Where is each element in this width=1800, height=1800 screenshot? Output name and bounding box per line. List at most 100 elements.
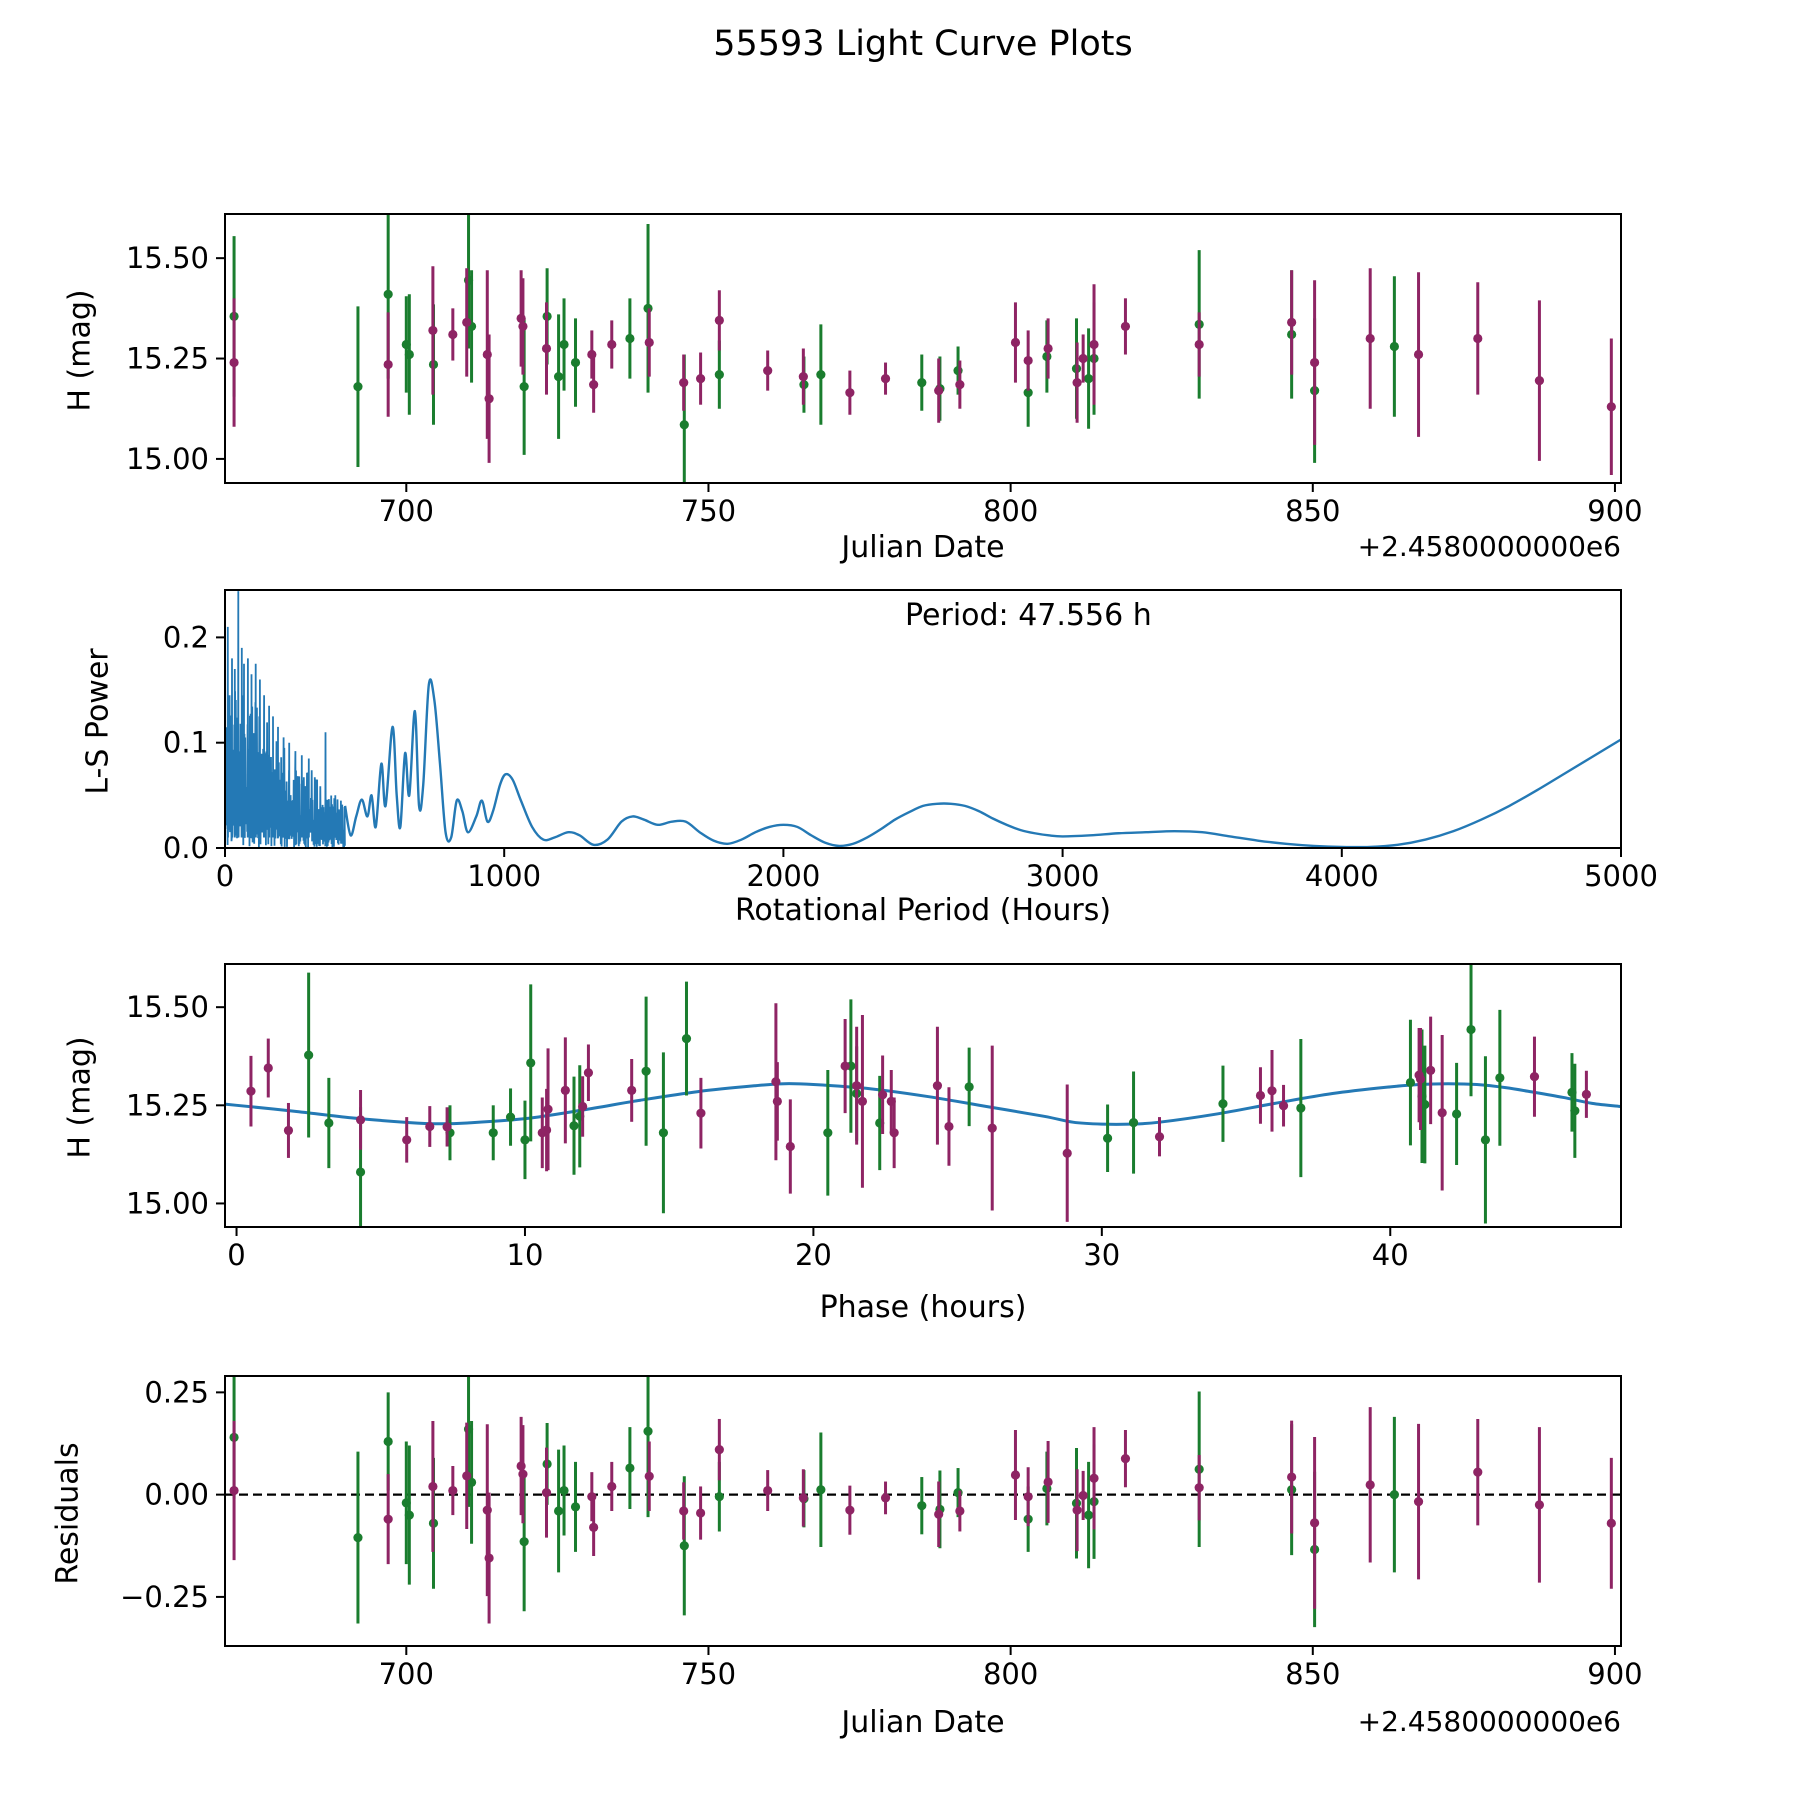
data-point — [917, 1501, 927, 1511]
data-point — [1529, 1072, 1540, 1082]
data-point — [696, 1508, 706, 1518]
data-point — [823, 1128, 833, 1138]
data-point — [1287, 317, 1297, 328]
data-point — [607, 1481, 617, 1492]
data-point — [448, 329, 458, 340]
panel-jd-marks — [229, 214, 1616, 483]
jd-x-axis-offset: +2.4580000000e6 — [1357, 530, 1621, 563]
data-point — [679, 378, 689, 388]
data-point — [934, 1509, 944, 1519]
series-green — [304, 964, 1580, 1227]
data-point — [518, 1469, 528, 1479]
data-point — [1102, 1133, 1113, 1143]
data-point — [488, 1128, 498, 1138]
data-point — [462, 1471, 472, 1481]
data-point — [383, 359, 393, 370]
data-point — [559, 1485, 569, 1496]
data-point — [560, 1085, 570, 1095]
data-point — [955, 380, 965, 390]
data-point — [1089, 1473, 1099, 1483]
data-point — [1296, 1103, 1306, 1113]
data-point — [1473, 1467, 1483, 1477]
period-annotation: Period: 47.556 h — [905, 598, 1152, 633]
data-point — [1495, 1073, 1505, 1083]
data-point — [1365, 333, 1375, 344]
data-point — [816, 369, 826, 380]
x-tick-label: 750 — [681, 1657, 736, 1691]
data-point — [852, 1081, 862, 1091]
data-point — [1072, 378, 1082, 388]
data-point — [1466, 1024, 1476, 1035]
panel-resid-marks — [225, 1376, 1621, 1628]
data-point — [569, 1121, 579, 1131]
data-point — [570, 1502, 581, 1512]
data-point — [553, 372, 564, 382]
data-point — [1010, 337, 1021, 348]
axis-spine — [224, 213, 1622, 484]
data-point — [1415, 1074, 1426, 1084]
data-point — [383, 289, 393, 299]
jd-y-axis-label: H (mag) — [62, 289, 98, 412]
x-tick-label: 800 — [983, 1657, 1038, 1691]
data-point — [505, 1112, 516, 1122]
axis-spine — [224, 589, 1622, 849]
series-green — [229, 214, 1399, 483]
x-tick-label: 2000 — [746, 859, 820, 893]
panel-phase: 0 10 20 30 40 15.00 15.25 15.50 — [126, 963, 1622, 1272]
data-point — [1606, 1518, 1616, 1528]
data-point — [1218, 1099, 1228, 1109]
data-point — [644, 1471, 654, 1481]
y-tick-label: 15.00 — [126, 1186, 209, 1220]
data-point — [1043, 1477, 1053, 1487]
data-point — [1534, 376, 1545, 386]
data-point — [404, 1510, 414, 1520]
data-point — [932, 1081, 943, 1091]
data-point — [944, 1121, 954, 1132]
data-point — [304, 1050, 314, 1060]
data-point — [1043, 343, 1053, 354]
panel-power: 0 1000 2000 3000 4000 5000 0.0 0.1 0.2 — [163, 589, 1658, 893]
data-point — [681, 1033, 692, 1044]
data-point — [857, 1096, 868, 1106]
data-point — [696, 374, 706, 384]
x-tick-label: 4000 — [1305, 859, 1379, 893]
series-green — [229, 1376, 1399, 1628]
data-point — [541, 1487, 552, 1498]
data-point — [1420, 1099, 1430, 1110]
data-point — [520, 1135, 530, 1145]
panel-jd: 700 750 800 850 900 15.00 15.25 15.50 — [126, 213, 1643, 528]
data-point — [519, 382, 529, 392]
phase-x-axis-label: Phase (hours) — [819, 1290, 1027, 1325]
data-point — [772, 1096, 782, 1106]
power-y-axis-label: L-S Power — [80, 648, 116, 795]
data-point — [1154, 1132, 1165, 1142]
data-point — [798, 1493, 808, 1503]
data-point — [1072, 1505, 1082, 1515]
data-point — [355, 1167, 366, 1177]
data-point — [1389, 341, 1399, 352]
data-point — [785, 1141, 795, 1152]
x-tick-label: 10 — [507, 1238, 544, 1272]
data-point — [559, 339, 569, 350]
data-point — [1023, 388, 1033, 398]
data-point — [1389, 1490, 1399, 1500]
data-point — [1194, 1483, 1204, 1493]
data-point — [714, 1445, 724, 1455]
data-point — [845, 1505, 855, 1515]
y-tick-label: 0.25 — [144, 1375, 209, 1409]
data-point — [448, 1485, 458, 1496]
data-point — [1267, 1086, 1277, 1096]
axis-spine — [224, 1375, 1622, 1647]
data-point — [1413, 1496, 1424, 1507]
figure-title: 55593 Light Curve Plots — [713, 24, 1133, 64]
x-tick-label: 750 — [681, 494, 736, 528]
data-point — [583, 1068, 594, 1078]
data-point — [543, 1104, 553, 1114]
data-point — [1480, 1135, 1491, 1145]
data-point — [1078, 353, 1088, 364]
data-point — [1365, 1480, 1375, 1490]
data-point — [987, 1123, 997, 1133]
data-point — [462, 317, 472, 328]
data-point — [1426, 1065, 1436, 1075]
x-tick-label: 0 — [227, 1238, 245, 1272]
